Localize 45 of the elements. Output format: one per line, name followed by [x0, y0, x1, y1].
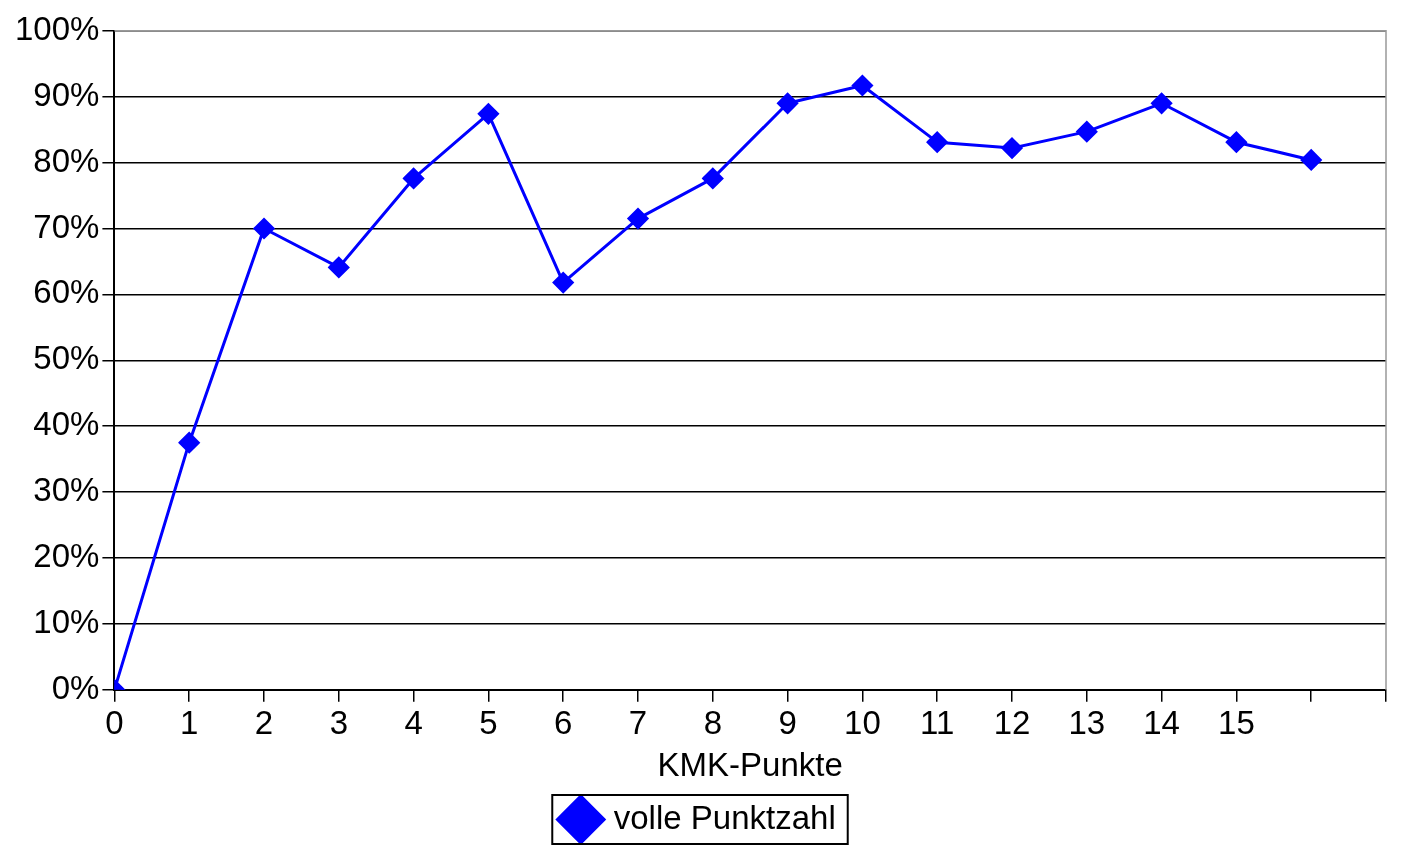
y-tick-label: 40%: [33, 405, 100, 443]
point: [328, 256, 350, 278]
y-tick-label: 70%: [33, 207, 100, 245]
point: [552, 272, 574, 294]
y-tick-label: 50%: [33, 339, 100, 377]
point: [1151, 92, 1173, 114]
x-tick-label: 10: [844, 703, 881, 741]
x-tick-label: 14: [1143, 703, 1180, 741]
point: [702, 167, 724, 189]
x-tick-label: 2: [254, 703, 274, 741]
y-tick-label: 20%: [33, 537, 100, 575]
point: [777, 92, 799, 114]
x-tick-label: 8: [703, 703, 722, 741]
x-tick-label: 1: [180, 703, 199, 741]
x-tick-label: 9: [778, 703, 797, 741]
x-tick-label: 13: [1068, 703, 1106, 741]
point: [1076, 121, 1098, 143]
y-tick-label: 100%: [15, 9, 100, 47]
point: [1300, 149, 1322, 171]
point: [477, 103, 499, 125]
x-tick-label: 7: [628, 703, 648, 741]
x-axis-title: KMK-Punkte: [657, 746, 843, 784]
y-tick-label: 30%: [33, 471, 100, 509]
y-tick-label: 90%: [33, 75, 100, 113]
legend-label: volle Punktzahl: [613, 798, 836, 836]
point: [253, 218, 275, 239]
y-tick-label: 60%: [33, 273, 100, 311]
point: [851, 75, 873, 96]
point: [1001, 137, 1023, 159]
point: [178, 432, 200, 454]
point: [403, 167, 425, 189]
x-tick-label: 0: [105, 703, 124, 741]
point: [1225, 131, 1247, 153]
point: [627, 208, 649, 230]
x-tick-label: 12: [993, 703, 1031, 741]
x-tick-label: 11: [920, 703, 955, 741]
x-tick-label: 5: [479, 703, 498, 741]
x-tick-label: 3: [329, 703, 348, 741]
x-tick-label: 15: [1218, 703, 1255, 741]
x-tick-label: 6: [554, 703, 573, 741]
y-tick-label: 10%: [33, 602, 100, 640]
point: [926, 131, 948, 153]
x-tick-label: 4: [404, 703, 423, 741]
y-tick-label: 0%: [51, 668, 100, 706]
y-tick-label: 80%: [33, 141, 100, 179]
